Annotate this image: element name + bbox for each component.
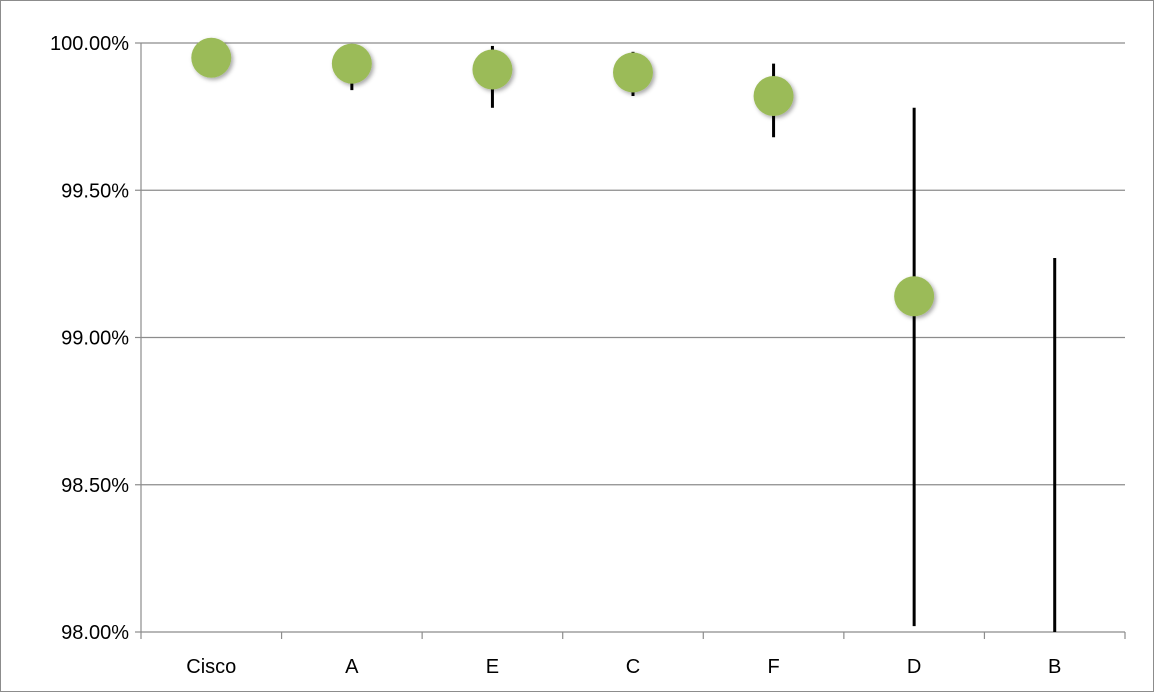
data-point-e <box>472 49 513 90</box>
data-point-f <box>753 76 794 117</box>
error-bar-layer <box>350 45 1057 632</box>
y-tick-label: 98.50% <box>61 475 129 497</box>
y-tick-label: 98.00% <box>61 622 129 644</box>
data-point-cisco <box>191 37 232 78</box>
data-point-a <box>331 43 372 84</box>
x-tick-label: A <box>345 656 359 678</box>
data-point-c <box>613 52 653 93</box>
y-tick-label: 99.50% <box>61 180 129 202</box>
grid-layer <box>141 42 1125 633</box>
y-tick-label: 100.00% <box>50 33 129 55</box>
x-tick-label: D <box>907 656 921 678</box>
x-tick-label: E <box>486 656 499 678</box>
marker-layer <box>191 37 935 317</box>
data-point-d <box>894 276 935 317</box>
y-tick-label: 99.00% <box>61 328 129 350</box>
axis-layer <box>135 42 1126 639</box>
x-tick-label: Cisco <box>186 656 236 678</box>
x-tick-label: C <box>626 656 640 678</box>
x-tick-label: F <box>767 656 779 678</box>
label-layer: 100.00% 99.50% 99.00% 98.50% 98.00% Cisco A E C F… <box>50 33 1061 678</box>
x-tick-label: B <box>1048 656 1061 678</box>
